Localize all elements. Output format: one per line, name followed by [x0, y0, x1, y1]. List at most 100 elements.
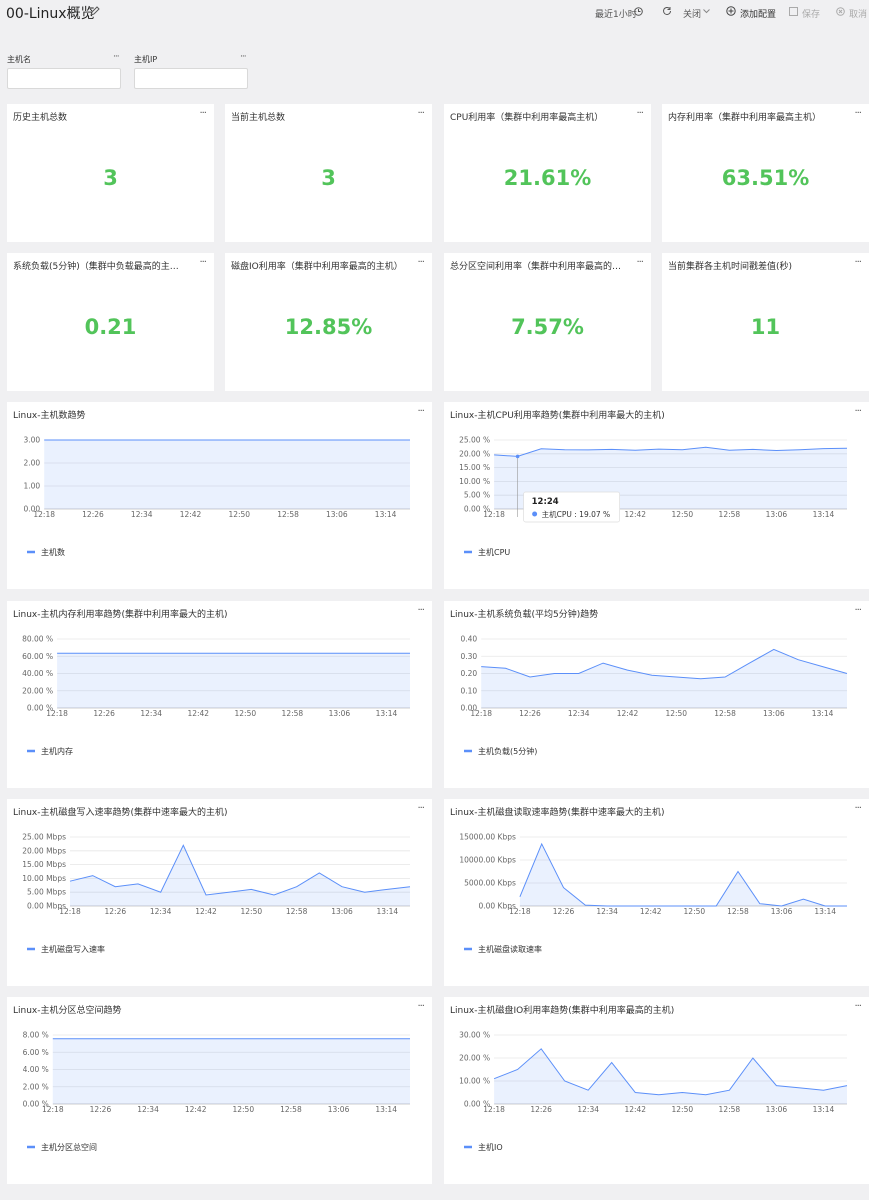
tooltip-point: [515, 454, 520, 459]
stat-title: CPU利用率（集群中利用率最高主机）: [450, 113, 604, 123]
panel-menu[interactable]: ···: [854, 257, 861, 268]
filter-label: 主机IP: [134, 55, 158, 64]
x-tick-label: 13:14: [814, 907, 836, 916]
y-tick-label: 10.00 %: [459, 477, 490, 486]
x-tick-label: 12:42: [185, 1105, 207, 1114]
x-tick-label: 12:58: [727, 907, 749, 916]
x-tick-label: 12:50: [232, 1105, 254, 1114]
add-icon: [726, 6, 736, 16]
y-tick-label: 25.00 Mbps: [22, 833, 66, 842]
filter-input[interactable]: [7, 68, 121, 89]
filter-input[interactable]: [134, 68, 248, 89]
stat-value: 3: [321, 166, 336, 190]
edit-icon[interactable]: [90, 6, 100, 16]
line: [481, 648, 848, 680]
tooltip-title: 12:24: [532, 497, 559, 507]
y-tick-label: 40.00 %: [22, 669, 53, 678]
x-tick-label: 12:50: [672, 510, 694, 519]
x-tick-label: 12:58: [719, 510, 741, 519]
chart-panel: Linux-主机内存利用率趋势(集群中利用率最大的主机) ··· 0.00 % 20.…: [7, 601, 432, 788]
line: [493, 1048, 848, 1096]
add-button[interactable]: 添加配置: [740, 10, 777, 20]
area: [57, 653, 410, 708]
chart: 0.00 % 10.00 % 20.00 % 30.00 % 12:18 12:26 12:…: [459, 1031, 848, 1152]
chart: 0.00 % 20.00 % 40.00 % 60.00 % 80.00 % 12:18 1…: [22, 635, 410, 756]
panel-menu[interactable]: ···: [417, 108, 424, 119]
chart-panel: Linux-主机分区总空间趋势 ··· 0.00 % 2.00 % 4.00 % 6.00…: [7, 997, 432, 1184]
time-range[interactable]: 最近1小时: [595, 10, 637, 20]
filter-menu[interactable]: ···: [240, 52, 247, 62]
y-tick-label: 10.00 %: [459, 1077, 490, 1086]
y-tick-label: 6.00 %: [23, 1048, 49, 1057]
panel-menu[interactable]: ···: [417, 803, 424, 814]
x-tick-label: 12:50: [672, 1105, 694, 1114]
panel-menu[interactable]: ···: [417, 605, 424, 616]
stat-panel: 历史主机总数 ··· 3: [7, 104, 214, 242]
x-tick-label: 12:34: [131, 510, 153, 519]
save-button[interactable]: 保存: [802, 10, 821, 20]
panel-menu[interactable]: ···: [417, 257, 424, 268]
filter-label: 主机名: [7, 55, 31, 64]
x-tick-label: 12:26: [82, 510, 104, 519]
panel-menu[interactable]: ···: [854, 1001, 861, 1012]
filter-menu[interactable]: ···: [113, 52, 120, 62]
y-tick-label: 0.00 %: [464, 505, 490, 514]
x-tick-label: 12:18: [46, 709, 68, 718]
y-tick-label: 20.00 %: [22, 686, 53, 695]
area: [481, 649, 847, 708]
panel-menu[interactable]: ···: [199, 108, 206, 119]
stat-title: 当前集群各主机时间戳差值(秒): [668, 262, 793, 272]
stat-panel: 系统负载(5分钟)（集群中负载最高的主机） ··· 0.21: [7, 253, 214, 391]
cancel-icon: [836, 7, 845, 16]
y-tick-label: 1.00: [23, 482, 40, 491]
x-tick-label: 12:18: [483, 1105, 505, 1114]
y-tick-label: 80.00 %: [22, 635, 53, 644]
y-tick-label: 25.00 %: [459, 436, 490, 445]
stat-title: 内存利用率（集群中利用率最高主机）: [668, 113, 822, 123]
panel-menu[interactable]: ···: [854, 605, 861, 616]
y-tick-label: 0.00: [23, 505, 40, 514]
cancel-button[interactable]: 取消: [849, 10, 868, 20]
x-tick-label: 12:58: [286, 907, 308, 916]
panel-menu[interactable]: ···: [636, 108, 643, 119]
refresh-icon[interactable]: [662, 6, 672, 16]
panel-menu[interactable]: ···: [199, 257, 206, 268]
y-tick-label: 2.00: [23, 459, 40, 468]
y-tick-label: 15.00 %: [459, 463, 490, 472]
x-tick-label: 12:26: [90, 1105, 112, 1114]
x-tick-label: 13:06: [328, 1105, 350, 1114]
x-tick-label: 12:34: [568, 709, 590, 718]
y-tick-label: 20.00 %: [459, 449, 490, 458]
tooltip-dot: [532, 511, 538, 517]
line: [519, 842, 847, 907]
stat-value: 21.61%: [503, 166, 592, 190]
x-tick-label: 12:18: [470, 709, 492, 718]
chart: 0.00 % 5.00 % 10.00 % 15.00 % 20.00 % 25.00 %…: [459, 436, 848, 557]
panel-menu[interactable]: ···: [417, 406, 424, 417]
y-tick-label: 0.10: [460, 686, 477, 695]
panel-menu[interactable]: ···: [417, 1001, 424, 1012]
y-tick-label: 0.40: [460, 635, 477, 644]
refresh-select[interactable]: 关闭: [683, 10, 702, 20]
x-tick-label: 12:42: [624, 510, 646, 519]
chart-panel: Linux-主机磁盘读取速率趋势(集群中速率最大的主机) ··· 0.00 Kbps…: [444, 799, 869, 986]
stat-value: 0.21: [84, 315, 137, 339]
chart: 0.00 1.00 2.00 3.00 12:18 12:26 12:34 12:42 12:5…: [23, 436, 410, 557]
legend-label: 主机IO: [478, 1142, 503, 1152]
caret-icon: [703, 9, 710, 14]
x-tick-label: 13:14: [812, 709, 834, 718]
legend-label: 主机CPU: [478, 547, 510, 557]
x-tick-label: 12:58: [719, 1105, 741, 1114]
panel-menu[interactable]: ···: [854, 803, 861, 814]
area: [494, 1048, 847, 1104]
x-tick-label: 12:34: [137, 1105, 159, 1114]
x-tick-label: 13:06: [326, 510, 348, 519]
legend-label: 主机磁盘读取速率: [478, 944, 542, 954]
chart-panel: Linux-主机系统负载(平均5分钟)趋势 ··· 0.00 0.10 0.20 0.30…: [444, 601, 869, 788]
x-tick-label: 13:06: [771, 907, 793, 916]
x-tick-label: 12:18: [59, 907, 81, 916]
panel-menu[interactable]: ···: [636, 257, 643, 268]
panel-menu[interactable]: ···: [854, 406, 861, 417]
chart: 0.00 % 2.00 % 4.00 % 6.00 % 8.00 % 12:18 12:26…: [23, 1031, 411, 1152]
panel-menu[interactable]: ···: [854, 108, 861, 119]
